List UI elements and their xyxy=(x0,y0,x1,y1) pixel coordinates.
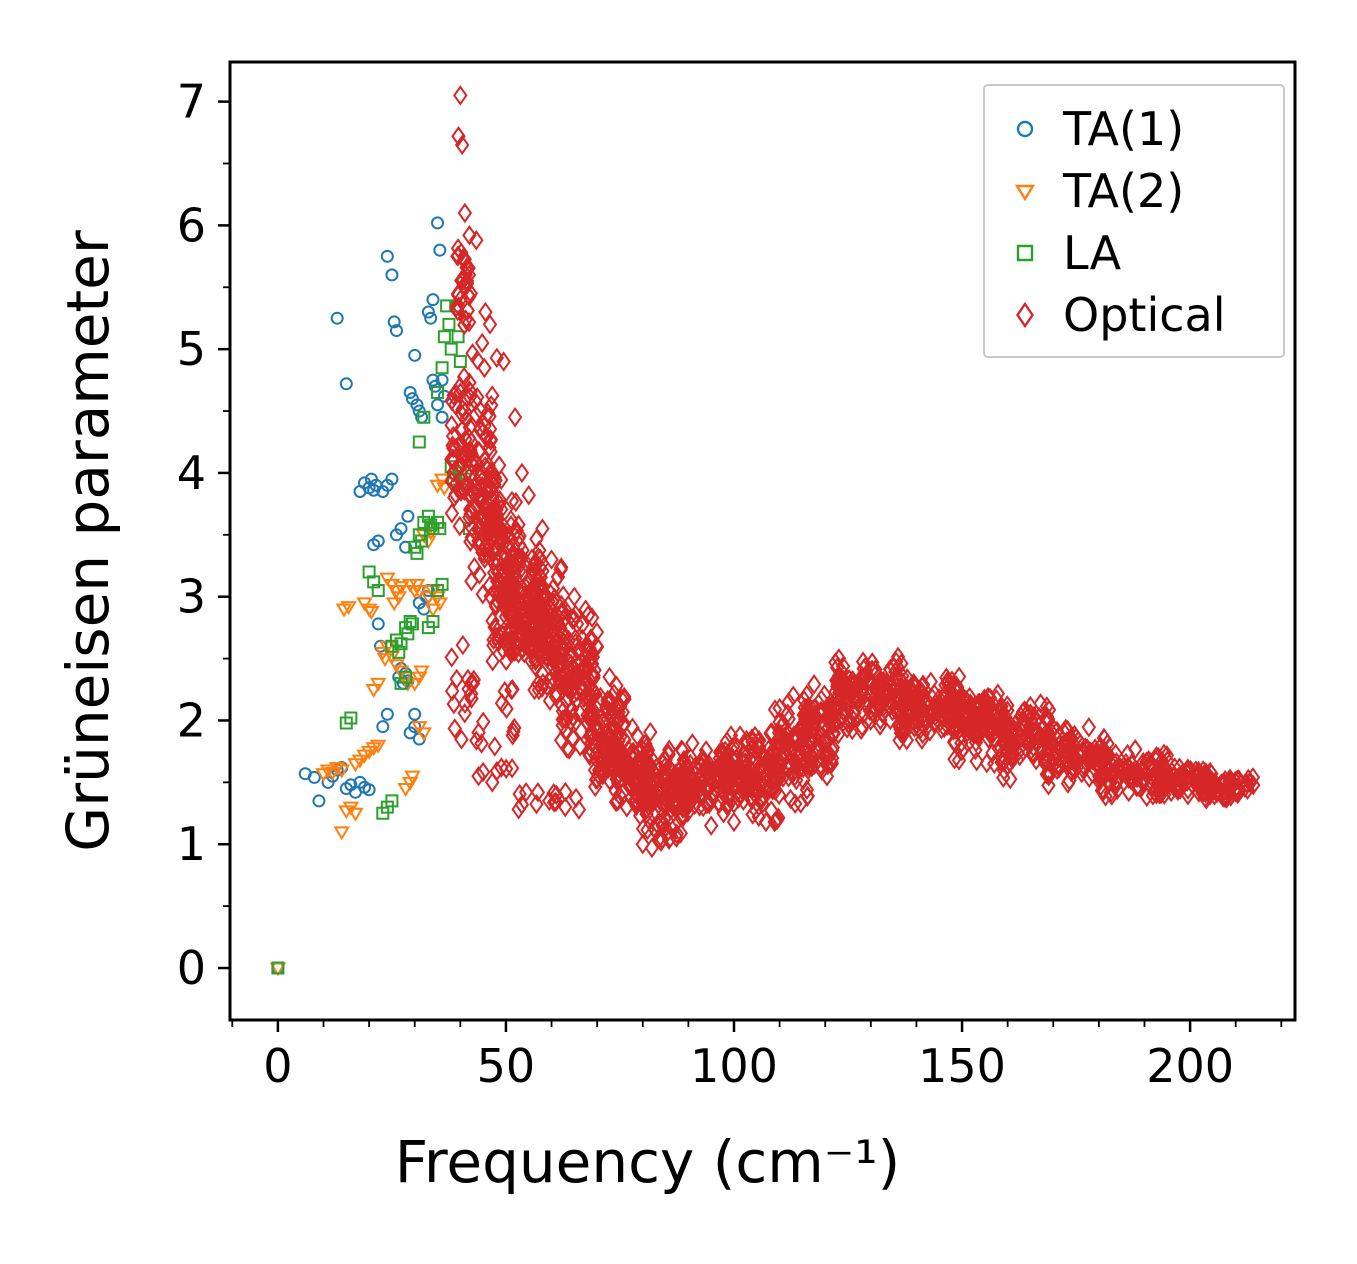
x-axis-label: Frequency (cm⁻¹) xyxy=(0,1128,1295,1196)
legend-item-optical: Optical xyxy=(985,284,1283,346)
svg-text:0: 0 xyxy=(263,1039,292,1093)
legend-item-ta2: TA(2) xyxy=(985,160,1283,222)
svg-text:3: 3 xyxy=(177,570,206,624)
legend-label-la: LA xyxy=(1063,226,1122,280)
svg-text:5: 5 xyxy=(177,322,206,376)
svg-text:0: 0 xyxy=(177,941,206,995)
legend-item-ta1: TA(1) xyxy=(985,98,1283,160)
ta2-triangle-marker-icon xyxy=(1014,184,1036,202)
axis-tick-labels: 0 50 100 150 200 0 1 2 3 4 5 6 7 xyxy=(177,75,1234,1093)
svg-text:150: 150 xyxy=(918,1039,1006,1093)
la-square-marker-icon xyxy=(1016,244,1034,262)
data-series xyxy=(269,85,1261,977)
legend: TA(1) TA(2) LA Optical xyxy=(983,84,1285,358)
legend-item-la: LA xyxy=(985,222,1283,284)
svg-text:2: 2 xyxy=(177,693,206,747)
svg-text:100: 100 xyxy=(690,1039,778,1093)
y-axis-label: Grüneisen parameter xyxy=(54,230,122,852)
svg-text:1: 1 xyxy=(177,817,206,871)
svg-text:50: 50 xyxy=(477,1039,536,1093)
x-axis-label-text: Frequency (cm⁻¹) xyxy=(394,1128,901,1196)
optical-diamond-marker-icon xyxy=(1016,301,1034,329)
axes-frame xyxy=(228,60,1297,1022)
svg-text:4: 4 xyxy=(177,446,206,500)
axis-ticks xyxy=(218,100,1283,1032)
svg-text:200: 200 xyxy=(1146,1039,1234,1093)
legend-label-ta1: TA(1) xyxy=(1063,102,1185,156)
legend-label-ta2: TA(2) xyxy=(1063,164,1185,218)
svg-text:6: 6 xyxy=(177,198,206,252)
legend-label-optical: Optical xyxy=(1063,288,1226,342)
ta1-circle-marker-icon xyxy=(1016,120,1034,138)
svg-text:7: 7 xyxy=(177,75,206,129)
